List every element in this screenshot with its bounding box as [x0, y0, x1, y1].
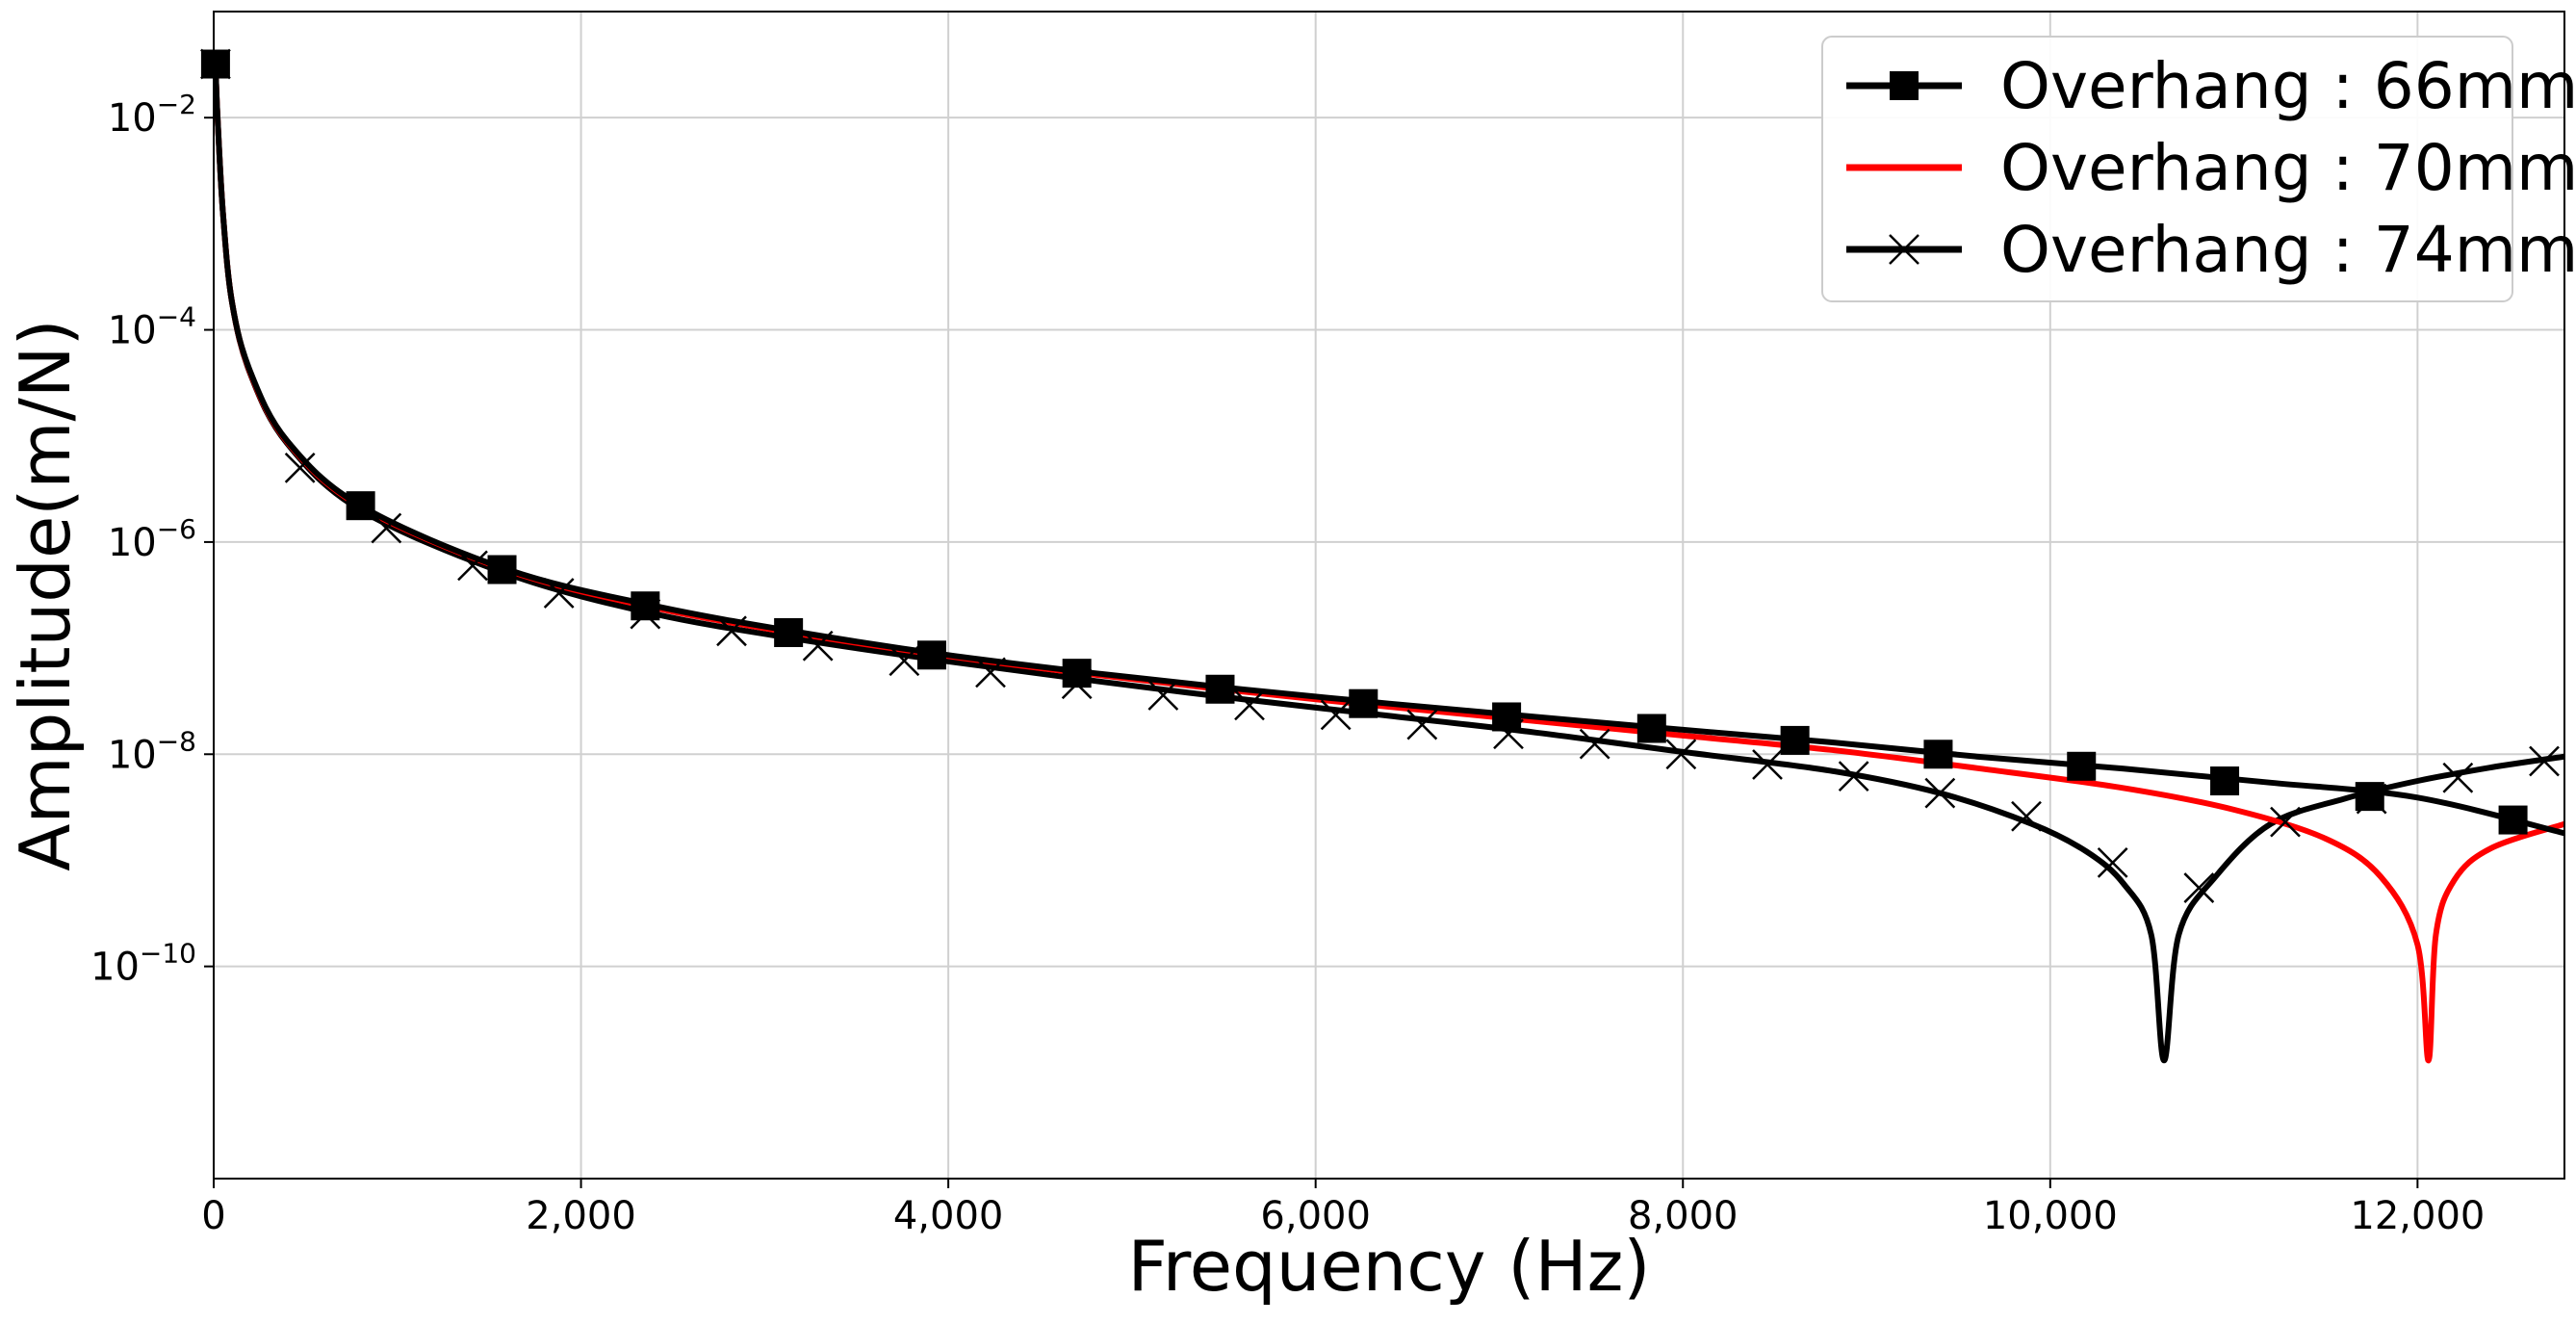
series-1-marker [1636, 714, 1666, 743]
legend-entry: Overhang : 66mm [1846, 49, 2576, 123]
series-3-marker [716, 615, 747, 647]
series-3-marker [1752, 749, 1783, 780]
legend-entry: Overhang : 74mm [1846, 213, 2576, 287]
x-tick-label: 4,000 [893, 1194, 1004, 1238]
series-1-marker [487, 555, 517, 584]
series-1-marker [2067, 751, 2097, 781]
series-3-marker [2442, 762, 2474, 793]
legend-label: Overhang : 74mm [2000, 213, 2576, 287]
legend-entry: Overhang : 70mm [1846, 131, 2576, 205]
x-axis-ticks: 0 2,000 4,000 6,000 8,000 10,000 12,000 [201, 1179, 2485, 1238]
legend-label: Overhang : 66mm [2000, 49, 2576, 123]
series-3-marker [200, 48, 231, 80]
series-1-marker [631, 591, 660, 621]
series-3-marker [457, 550, 488, 582]
x-tick-label: 10,000 [1983, 1194, 2118, 1238]
y-axis-ticks: 10−2 10−4 10−6 10−8 10−10 [90, 89, 214, 990]
series-1-marker [774, 617, 804, 647]
series-1-marker [1349, 688, 1378, 718]
grid [213, 12, 2564, 1179]
series-3-marker [1147, 680, 1179, 711]
y-tick-label: 10−4 [108, 301, 196, 353]
series-3-marker [2270, 806, 2301, 838]
series-1-marker [1780, 725, 1810, 755]
y-axis-title: Amplitude(m/N) [5, 319, 86, 870]
series-3-marker [2356, 783, 2387, 815]
series-1-marker [346, 491, 375, 521]
series-3-marker [630, 598, 661, 630]
series-1-marker [1923, 740, 1953, 769]
series-3-marker [371, 512, 402, 544]
markers-layer [200, 48, 2560, 903]
series-1-marker [1205, 674, 1235, 704]
x-tick-label: 6,000 [1260, 1194, 1371, 1238]
legend: Overhang : 66mm Overhang : 70mm Overhang :… [1821, 36, 2576, 302]
y-tick-label: 10−10 [90, 938, 196, 990]
series-3-marker [1061, 668, 1093, 700]
series-3-marker [1493, 718, 1524, 750]
series-3-marker [1579, 728, 1610, 760]
series-3-marker [889, 645, 920, 677]
x-axis-title: Frequency (Hz) [1128, 1226, 1651, 1307]
series-3-marker [1665, 739, 1697, 770]
series-3-marker [2097, 847, 2128, 878]
series-3-marker [975, 657, 1006, 688]
legend-label: Overhang : 70mm [2000, 131, 2576, 205]
series-3-marker [802, 630, 834, 662]
legend-frame [1821, 36, 2513, 302]
x-tick-label: 2,000 [526, 1194, 636, 1238]
plot-frame [213, 11, 2565, 1180]
series-3-marker [1406, 709, 1438, 740]
x-tick-label: 8,000 [1628, 1194, 1739, 1238]
y-tick-label: 10−2 [108, 89, 196, 141]
series-3-marker [2011, 800, 2042, 832]
series-3-marker [1320, 699, 1352, 731]
series-3-marker [2183, 872, 2215, 903]
series-3-marker [284, 453, 316, 483]
series-3-marker [2529, 745, 2560, 777]
x-tick-label: 12,000 [2350, 1194, 2485, 1238]
x-tick-label: 0 [201, 1194, 225, 1238]
y-tick-label: 10−6 [108, 513, 196, 565]
series-1-marker [916, 640, 946, 670]
legend-swatch-marker [1890, 71, 1919, 100]
series-1-marker [2498, 805, 2528, 835]
series-3-marker [1924, 777, 1956, 809]
series-1-marker [2210, 766, 2240, 796]
series-3-marker [1838, 761, 1869, 792]
legend-swatch-marker [1889, 234, 1919, 265]
y-tick-label: 10−8 [108, 725, 196, 777]
series-3-marker [543, 578, 575, 609]
series-3-marker [1234, 689, 1265, 721]
